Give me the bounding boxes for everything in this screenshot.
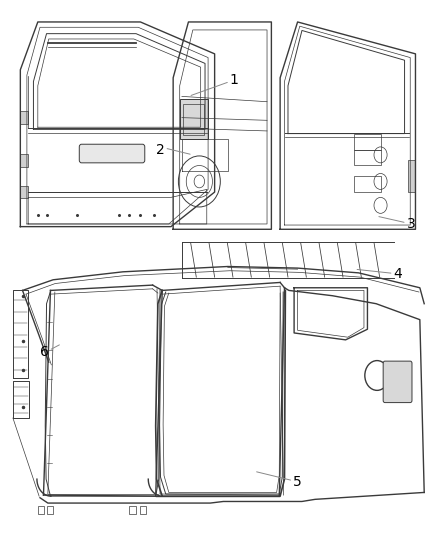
Bar <box>408 160 416 192</box>
Bar <box>180 99 208 139</box>
Bar <box>354 150 381 165</box>
Bar <box>130 506 136 514</box>
Bar <box>183 104 204 135</box>
Bar <box>20 111 28 124</box>
Bar <box>46 506 53 514</box>
Text: 2: 2 <box>155 142 164 157</box>
Bar <box>38 506 44 514</box>
FancyBboxPatch shape <box>79 144 145 163</box>
Text: 1: 1 <box>230 74 239 87</box>
Bar <box>354 134 381 150</box>
Text: 3: 3 <box>407 217 416 231</box>
Bar <box>20 154 28 166</box>
Text: 4: 4 <box>394 268 403 281</box>
Text: 6: 6 <box>40 344 49 359</box>
Bar <box>20 185 28 198</box>
Text: 5: 5 <box>293 475 302 489</box>
FancyBboxPatch shape <box>383 361 412 402</box>
Bar <box>140 506 146 514</box>
Bar <box>354 176 381 192</box>
